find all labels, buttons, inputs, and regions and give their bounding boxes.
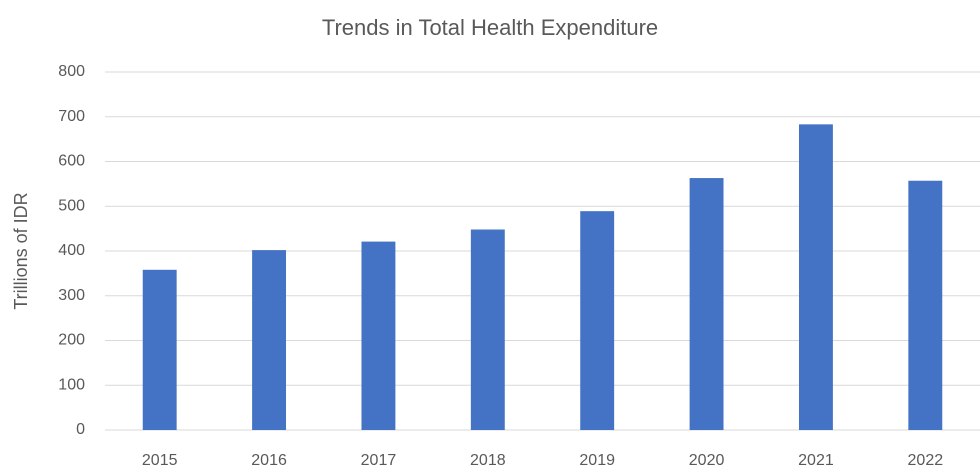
y-tick-label: 800 xyxy=(58,63,85,80)
y-tick-label: 100 xyxy=(58,376,85,393)
y-tick-label: 200 xyxy=(58,332,85,349)
x-tick-label: 2022 xyxy=(908,452,944,469)
y-tick-label: 700 xyxy=(58,108,85,125)
x-tick-label: 2021 xyxy=(798,452,834,469)
x-tick-label: 2020 xyxy=(689,452,725,469)
bar xyxy=(252,250,287,430)
y-tick-label: 300 xyxy=(58,287,85,304)
y-tick-label: 400 xyxy=(58,242,85,259)
bar xyxy=(361,241,396,430)
x-tick-label: 2017 xyxy=(361,452,397,469)
chart-title: Trends in Total Health Expenditure xyxy=(322,15,658,40)
y-tick-label: 0 xyxy=(76,421,85,438)
bar xyxy=(908,180,943,430)
x-tick-label: 2019 xyxy=(579,452,615,469)
y-axis-label: Trillions of IDR xyxy=(11,192,31,309)
bar xyxy=(142,269,177,430)
y-tick-label: 500 xyxy=(58,197,85,214)
x-tick-label: 2018 xyxy=(470,452,506,469)
x-tick-label: 2015 xyxy=(142,452,178,469)
bar xyxy=(580,211,615,430)
x-tick-label: 2016 xyxy=(251,452,287,469)
bar xyxy=(798,124,833,431)
y-tick-label: 600 xyxy=(58,153,85,170)
bar xyxy=(689,178,724,430)
bar xyxy=(470,229,505,430)
